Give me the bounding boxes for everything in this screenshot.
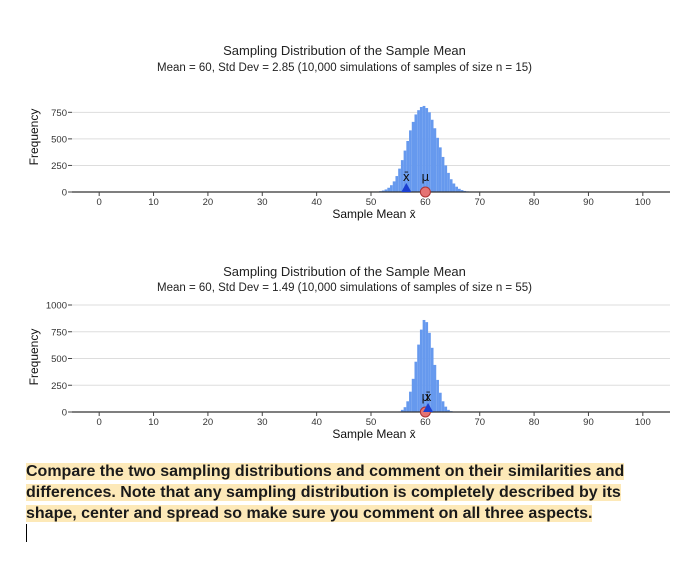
chart1-bar (398, 168, 401, 192)
chart2-xtick-label: 70 (474, 417, 485, 428)
chart2-bar (438, 392, 442, 412)
chart1-bar (457, 188, 461, 192)
chart2-bar (447, 409, 450, 412)
chart2-title: Sampling Distribution of the Sample Mean (223, 264, 466, 279)
chart2-histogram: 0 250 500 750 1000 0 10 20 30 40 50 60 70 80 90 100 Samp… (27, 301, 670, 441)
chart2-bar (430, 347, 434, 412)
chart1-xlabel: Sample Mean x̄ (332, 207, 415, 221)
chart1-bar (447, 172, 450, 192)
chart2-bar (433, 364, 437, 412)
chart1-ytick-label: 750 (51, 108, 67, 119)
chart1-bar (441, 156, 445, 192)
chart2-bar (409, 391, 412, 412)
chart1-bar (384, 189, 388, 192)
chart1-bar (436, 137, 439, 192)
chart1-bar (433, 128, 437, 192)
chart2-ytick-label: 500 (51, 354, 67, 365)
chart2-ytick-label: 250 (51, 381, 67, 392)
chart1-marker-label: x̄ (403, 170, 410, 184)
chart1-marker-label: μ (422, 170, 430, 184)
chart1-xtick-label: 90 (583, 197, 594, 208)
chart1-bar (422, 105, 426, 192)
chart2-bar (411, 378, 415, 412)
chart2-ytick-label: 0 (62, 408, 67, 419)
chart1-bar (444, 165, 448, 192)
chart1-bar (406, 141, 410, 192)
chart1-bar (455, 186, 458, 192)
chart1-bar (403, 150, 407, 192)
chart2-xtick-label: 60 (420, 417, 431, 428)
chart2-bar (400, 409, 404, 412)
chart1-subtitle: Mean = 60, Std Dev = 2.85 (10,000 simula… (157, 62, 532, 74)
question-prompt[interactable]: Compare the two sampling distributions a… (26, 461, 666, 524)
chart2-bar (425, 322, 429, 412)
chart2-marker-label: x̄ (425, 390, 432, 404)
chart1-xtick-label: 40 (311, 197, 322, 208)
chart1-marker-mu (419, 186, 431, 198)
chart1-xtick-label: 0 (97, 197, 102, 208)
text-cursor (26, 524, 27, 542)
chart1-bar (452, 183, 456, 192)
prompt-text: Compare the two sampling distributions a… (26, 463, 625, 522)
chart2-bar (444, 406, 448, 412)
chart1-bar (390, 185, 393, 192)
chart1-bar (417, 110, 420, 192)
chart1-histogram: 0 250 500 750 0 10 20 30 40 50 60 70 80 90 100 Sample M… (27, 105, 670, 221)
chart1-bar (438, 147, 442, 192)
chart1-bar (430, 119, 434, 192)
chart2-ytick-label: 1000 (46, 301, 67, 312)
chart2-bar (441, 401, 445, 412)
chart2-bar (417, 344, 420, 412)
chart2-bar (414, 361, 418, 412)
chart1-ytick-label: 250 (51, 161, 67, 172)
chart1-bar (381, 190, 385, 192)
chart1-bar (425, 108, 429, 192)
chart1-bar (411, 121, 415, 192)
chart1-bar (419, 107, 423, 192)
chart2-xtick-label: 80 (529, 417, 540, 428)
chart2-xlabel: Sample Mean x̄ (332, 427, 415, 441)
chart2-bar (419, 329, 423, 412)
chart2-bar (428, 332, 431, 412)
chart1-xtick-label: 20 (203, 197, 214, 208)
chart2-marker-label: μ (422, 390, 430, 404)
chart1-bar (409, 130, 412, 192)
chart1-bar (387, 187, 391, 192)
chart1-title: Sampling Distribution of the Sample Mean (223, 43, 466, 58)
chart2-xtick-label: 100 (635, 417, 651, 428)
chart2-xtick-label: 10 (148, 417, 159, 428)
chart2-marker-xbar (423, 403, 434, 412)
chart1-xtick-label: 80 (529, 197, 540, 208)
chart1-bar (395, 176, 399, 192)
chart1-bar (460, 190, 464, 192)
chart2-bar (422, 319, 426, 412)
chart1-xtick-label: 30 (257, 197, 268, 208)
chart1-bar (414, 114, 418, 192)
chart1-ytick-label: 0 (62, 188, 67, 199)
chart1-ytick-label: 500 (51, 134, 67, 145)
chart2-subtitle: Mean = 60, Std Dev = 1.49 (10,000 simula… (157, 282, 532, 294)
chart1-bar (428, 112, 431, 192)
chart2-xtick-label: 30 (257, 417, 268, 428)
chart2-ytick-label: 750 (51, 327, 67, 338)
chart2-bar (436, 379, 439, 412)
chart2-xtick-label: 50 (366, 417, 377, 428)
chart2-bar (406, 401, 410, 412)
chart1-xtick-label: 60 (420, 197, 431, 208)
chart1-xtick-label: 100 (635, 197, 651, 208)
chart2-xtick-label: 0 (97, 417, 102, 428)
chart2-xtick-label: 40 (311, 417, 322, 428)
chart2-xtick-label: 20 (203, 417, 214, 428)
chart2-bar (403, 407, 407, 412)
chart1-ylabel: Frequency (27, 109, 41, 166)
chart2-ylabel: Frequency (27, 329, 41, 386)
chart1-marker-xbar (401, 183, 412, 192)
chart1-bar (449, 179, 453, 192)
chart1-bar (392, 181, 396, 192)
chart1-bar (400, 160, 404, 192)
chart1-xtick-label: 70 (474, 197, 485, 208)
chart2-xtick-label: 90 (583, 417, 594, 428)
chart1-xtick-label: 50 (366, 197, 377, 208)
chart1-xtick-label: 10 (148, 197, 159, 208)
